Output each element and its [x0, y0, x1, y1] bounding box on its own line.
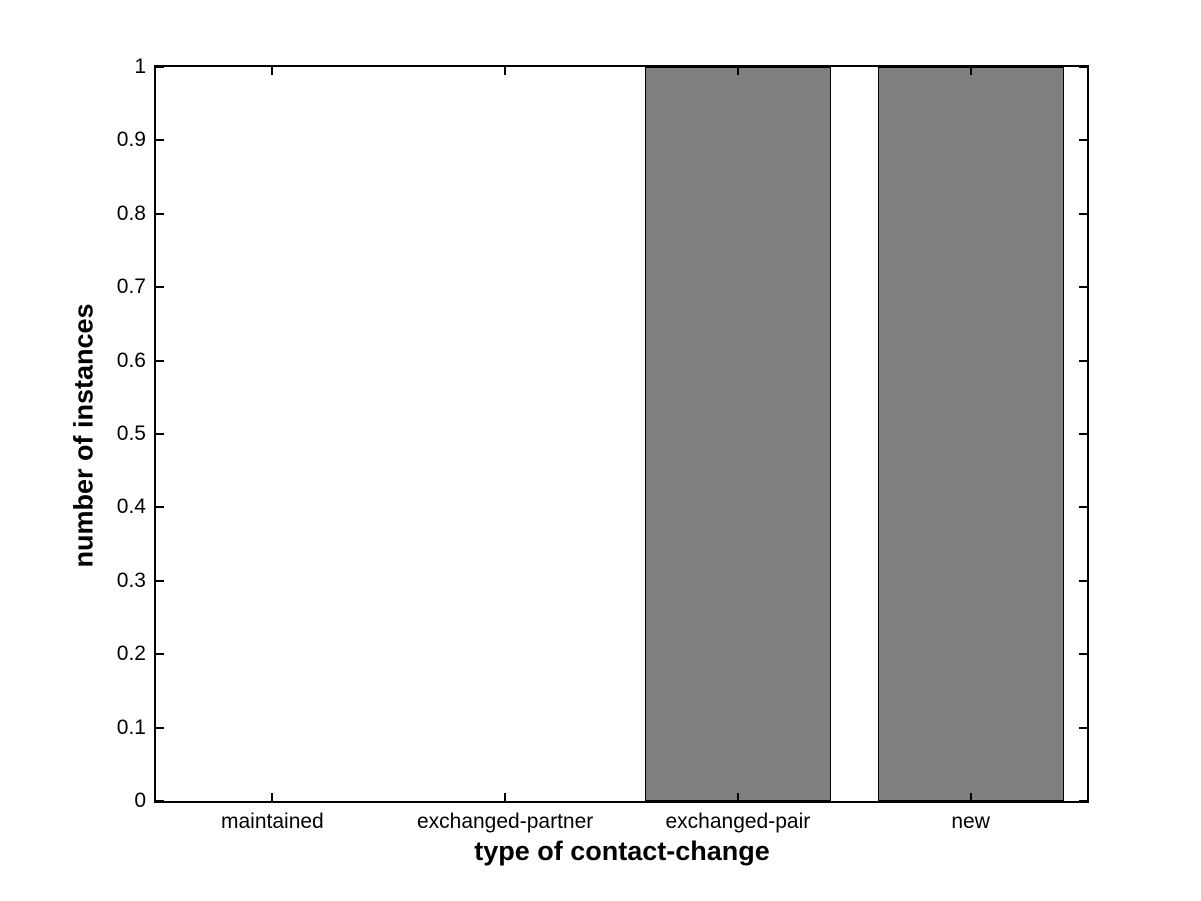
x-tick-top: [736, 67, 739, 75]
y-tick-right: [1079, 726, 1087, 729]
y-tick-label: 0.8: [116, 201, 146, 225]
plot-area: [154, 65, 1089, 803]
y-tick-label: 1: [134, 55, 146, 78]
y-tick-label: 0.6: [116, 348, 146, 372]
y-tick-left: [156, 800, 164, 802]
y-tick-left: [156, 359, 164, 362]
x-tick-top: [969, 67, 972, 75]
y-tick-right: [1079, 212, 1087, 215]
y-tick-left: [156, 506, 164, 509]
y-tick-left: [156, 66, 164, 68]
y-tick-right: [1079, 579, 1087, 582]
x-tick-label: maintained: [221, 810, 324, 833]
y-tick-right: [1079, 506, 1087, 509]
y-tick-left: [156, 579, 164, 582]
y-tick-label: 0.1: [116, 715, 146, 739]
x-tick-bottom: [271, 793, 274, 801]
y-tick-right: [1079, 800, 1087, 802]
y-tick-right: [1079, 66, 1087, 68]
x-tick-top: [271, 67, 274, 75]
y-tick-label: 0.4: [116, 495, 146, 519]
y-tick-right: [1079, 139, 1087, 142]
y-tick-left: [156, 726, 164, 729]
x-axis-label: type of contact-change: [474, 836, 770, 866]
y-tick-label: 0.5: [116, 422, 146, 445]
y-tick-left: [156, 433, 164, 435]
y-tick-label: 0: [134, 789, 146, 812]
y-tick-label: 0.7: [116, 275, 146, 299]
y-tick-label: 0.9: [116, 128, 146, 152]
x-tick-label: new: [951, 810, 990, 833]
y-tick-label: 0.2: [116, 642, 146, 666]
y-tick-left: [156, 653, 164, 656]
y-tick-right: [1079, 286, 1087, 289]
x-tick-top: [504, 67, 507, 75]
y-tick-left: [156, 139, 164, 142]
y-tick-left: [156, 286, 164, 289]
y-tick-right: [1079, 359, 1087, 362]
y-tick-right: [1079, 433, 1087, 435]
x-tick-bottom: [969, 793, 972, 801]
y-tick-left: [156, 212, 164, 215]
x-tick-bottom: [736, 793, 739, 801]
x-tick-bottom: [504, 793, 507, 801]
bar: [877, 67, 1064, 801]
bar: [644, 67, 831, 801]
y-tick-label: 0.3: [116, 568, 146, 592]
x-tick-label: exchanged-partner: [416, 810, 594, 833]
y-tick-right: [1079, 653, 1087, 656]
x-tick-label: exchanged-pair: [665, 810, 811, 833]
